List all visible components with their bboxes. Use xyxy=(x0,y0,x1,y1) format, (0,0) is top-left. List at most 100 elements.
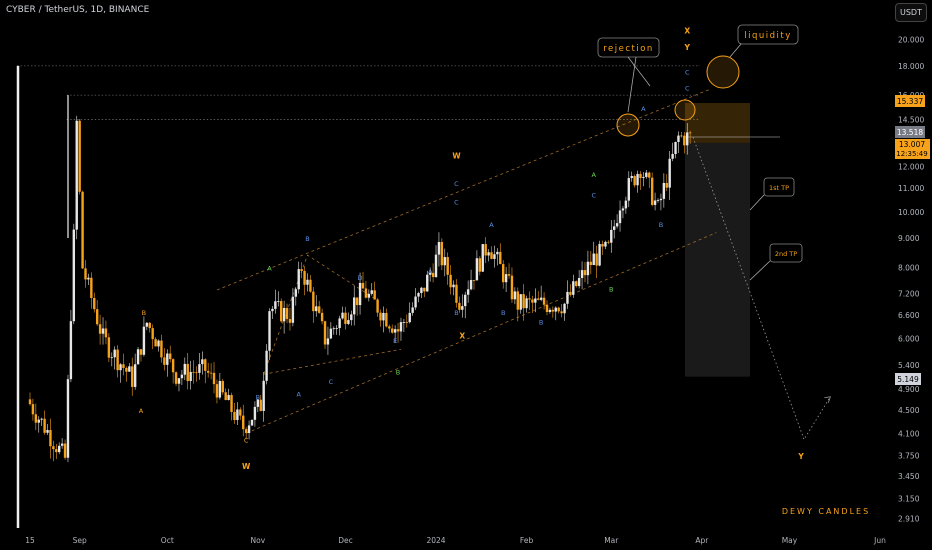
candle-body xyxy=(431,272,435,278)
candle-body xyxy=(417,293,420,297)
candle-body xyxy=(355,297,359,306)
candle-body xyxy=(428,272,432,275)
candle-body xyxy=(414,296,417,308)
candle-body xyxy=(624,200,628,209)
candle-body xyxy=(28,399,32,405)
wave-label: B xyxy=(396,368,400,376)
candle-series xyxy=(28,115,692,463)
wave-label: B xyxy=(539,319,543,327)
candle-body xyxy=(604,241,607,247)
candle-body xyxy=(388,326,391,329)
candle-body xyxy=(399,322,403,332)
wave-label: B xyxy=(659,221,663,229)
candle-body xyxy=(382,312,385,321)
candle-body xyxy=(107,337,111,358)
liquidity-callout[interactable]: liquidity xyxy=(729,24,799,58)
candle-body xyxy=(294,289,298,297)
currency-button[interactable]: USDT xyxy=(895,3,927,22)
time-axis[interactable]: 15 Sep Oct Nov Dec 2024 Feb Mar Apr May Jun xyxy=(25,536,886,545)
candle-body xyxy=(610,229,613,243)
price-tick: 10.000 xyxy=(898,208,924,217)
candle-body xyxy=(446,257,449,275)
candle-body xyxy=(434,254,438,278)
second-tp-label: 2nd TP xyxy=(775,250,797,258)
candle-body xyxy=(560,311,563,314)
candle-body xyxy=(221,381,224,393)
second-tp-callout[interactable]: 2nd TP xyxy=(749,243,803,281)
candle-body xyxy=(335,328,338,329)
price-tick: 3.750 xyxy=(898,451,920,460)
candle-body xyxy=(189,371,192,382)
candle-body xyxy=(55,449,58,453)
candle-body xyxy=(128,366,131,372)
candle-body xyxy=(353,297,356,315)
candle-body xyxy=(230,395,233,413)
candle-body xyxy=(420,287,423,294)
candle-body xyxy=(84,268,87,280)
candle-body xyxy=(174,372,178,384)
candle-body xyxy=(133,364,137,387)
wave-label: A xyxy=(428,268,433,276)
candle-body xyxy=(481,244,484,272)
wave-label: D xyxy=(358,274,363,282)
candle-body xyxy=(125,367,128,372)
candle-body xyxy=(595,253,598,266)
candle-body xyxy=(393,329,397,333)
candle-body xyxy=(201,359,204,365)
candle-body xyxy=(329,328,333,339)
liquidity-circle xyxy=(706,55,740,89)
candle-body xyxy=(478,258,482,272)
wave-label: X xyxy=(459,332,465,341)
price-axis[interactable]: 20.00018.00016.00014.50012.00011.00010.0… xyxy=(898,36,924,524)
candle-body xyxy=(642,176,645,178)
candle-body xyxy=(40,418,43,420)
wave-label: A xyxy=(641,105,646,113)
first-tp-label: 1st TP xyxy=(769,184,789,192)
bid-tag xyxy=(895,95,925,107)
candle-body xyxy=(507,274,511,276)
wave-label: Y xyxy=(797,452,804,461)
candle-body xyxy=(361,282,365,289)
candle-body xyxy=(426,274,429,292)
candle-body xyxy=(136,349,140,365)
candle-body xyxy=(674,141,677,154)
rejection-callout[interactable]: rejection xyxy=(597,37,660,113)
candle-body xyxy=(204,359,207,371)
rejection-circle-b xyxy=(674,99,696,121)
wave-label: C xyxy=(244,437,249,445)
candle-body xyxy=(180,374,184,379)
candle-body xyxy=(206,370,210,373)
first-tp-callout[interactable]: 1st TP xyxy=(749,177,795,211)
candle-body xyxy=(639,173,642,178)
candle-body xyxy=(116,349,119,371)
price-tick: 4.100 xyxy=(898,429,920,438)
candle-body xyxy=(490,252,493,259)
candle-body xyxy=(577,278,581,287)
candle-body xyxy=(618,210,622,224)
candle-body xyxy=(458,302,461,310)
candle-body xyxy=(364,288,368,298)
candle-body xyxy=(519,294,522,310)
candle-body xyxy=(569,291,572,295)
projection-path xyxy=(692,137,831,441)
price-tick: 7.200 xyxy=(898,289,920,298)
candle-body xyxy=(621,208,625,211)
candle-body xyxy=(265,350,268,381)
candle-body xyxy=(183,363,187,375)
price-tick: 20.000 xyxy=(898,36,924,45)
candle-body xyxy=(160,340,163,358)
time-tick: Feb xyxy=(520,536,534,545)
rejection-label: rejection xyxy=(603,44,654,54)
candle-body xyxy=(195,372,198,374)
candle-body xyxy=(677,135,680,142)
price-tick: 4.900 xyxy=(898,385,920,394)
candle-body xyxy=(43,418,46,433)
candle-body xyxy=(452,284,455,288)
candle-body xyxy=(60,443,64,446)
target-price-tag xyxy=(895,373,921,385)
candle-body xyxy=(583,270,587,276)
candle-body xyxy=(139,349,143,355)
candle-body xyxy=(376,299,379,313)
candle-body xyxy=(49,430,52,447)
